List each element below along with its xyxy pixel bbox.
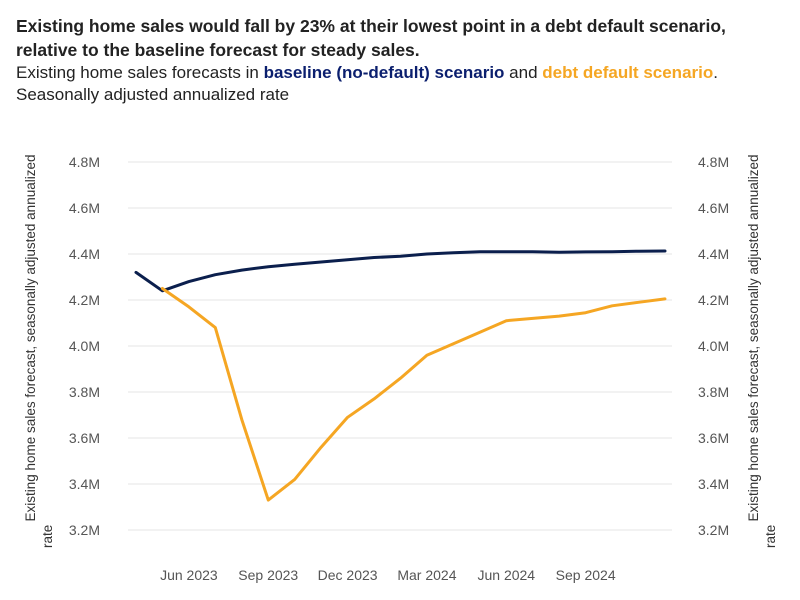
y-axis-label-line: Existing home sales forecast, seasonally… [746, 155, 761, 522]
default-legend-text: debt default scenario [542, 63, 714, 82]
x-tick-label: Sep 2024 [556, 567, 616, 583]
chart-header: Existing home sales would fall by 23% at… [16, 14, 786, 106]
chart-title: Existing home sales would fall by 23% at… [16, 16, 726, 60]
y-tick-label-right: 4.4M [698, 246, 729, 262]
subtitle-end: . [713, 63, 718, 82]
y-tick-label-left: 3.4M [69, 476, 100, 492]
y-tick-label-left: 4.0M [69, 338, 100, 354]
subtitle-and: and [504, 63, 543, 82]
y-axis-label-left: Existing home sales forecast, seasonally… [23, 155, 55, 548]
y-tick-label-right: 3.6M [698, 430, 729, 446]
y-axis-left: 4.8M 4.6M 4.4M 4.2M 4.0M 3.8M 3.6M 3.4M 3.2M [69, 154, 100, 538]
y-tick-label-left: 3.8M [69, 384, 100, 400]
gridlines [128, 161, 672, 531]
y-tick-label-left: 3.6M [69, 430, 100, 446]
y-tick-label-left: 4.6M [69, 200, 100, 216]
y-tick-label-right: 3.8M [698, 384, 729, 400]
x-tick-label: Jun 2023 [160, 567, 218, 583]
x-tick-label: Mar 2024 [397, 567, 456, 583]
x-tick-label: Dec 2023 [318, 567, 378, 583]
y-tick-label-right: 4.0M [698, 338, 729, 354]
y-tick-label-right: 3.2M [698, 522, 729, 538]
y-axis-label-line: rate [40, 525, 55, 548]
series-lines [134, 249, 667, 502]
y-tick-label-right: 4.8M [698, 154, 729, 170]
y-tick-label-right: 4.6M [698, 200, 729, 216]
y-tick-label-left: 4.8M [69, 154, 100, 170]
y-axis-label-right: Existing home sales forecast, seasonally… [746, 155, 778, 548]
y-axis-right: 4.8M 4.6M 4.4M 4.2M 4.0M 3.8M 3.6M 3.4M 3.2M [698, 154, 729, 538]
x-axis: Jun 2023 Sep 2023 Dec 2023 Mar 2024 Jun 2024… [160, 567, 616, 583]
y-tick-label-right: 4.2M [698, 292, 729, 308]
baseline-series-line [134, 249, 667, 293]
baseline-legend-text: baseline (no-default) scenario [263, 63, 505, 82]
y-tick-label-left: 4.2M [69, 292, 100, 308]
subtitle-prefix: Existing home sales forecasts in [16, 63, 264, 82]
y-tick-label-left: 3.2M [69, 522, 100, 538]
y-axis-label-line: rate [763, 525, 778, 548]
x-tick-label: Jun 2024 [477, 567, 535, 583]
chart-note: Seasonally adjusted annualized rate [16, 85, 290, 104]
y-tick-label-right: 3.4M [698, 476, 729, 492]
chart-subtitle: Existing home sales forecasts in baselin… [16, 62, 786, 84]
default-series-line [160, 287, 667, 502]
x-tick-label: Sep 2023 [238, 567, 298, 583]
y-tick-label-left: 4.4M [69, 246, 100, 262]
y-axis-label-line: Existing home sales forecast, seasonally… [23, 155, 38, 522]
